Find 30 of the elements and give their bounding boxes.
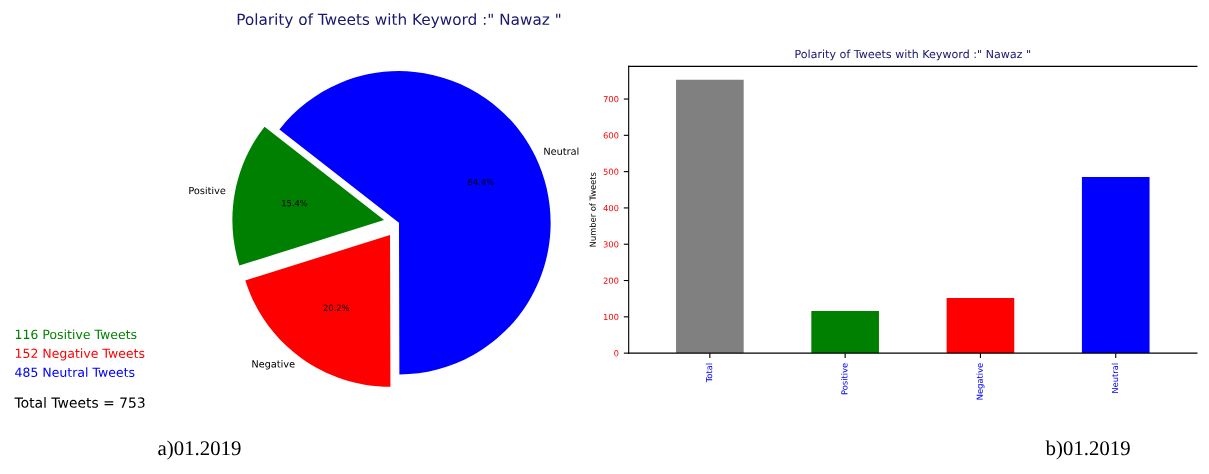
y-tick-label: 200	[603, 277, 619, 284]
y-tick-label: 300	[603, 241, 619, 248]
slice-label: Neutral	[544, 147, 579, 155]
y-tick-label: 0	[614, 350, 619, 357]
x-tick-label: Negative	[976, 363, 985, 400]
slice-label: Positive	[189, 186, 226, 195]
x-tick-label: Neutral	[1111, 363, 1119, 393]
text: 116 Positive Tweets	[15, 329, 137, 340]
bar	[946, 297, 1015, 354]
x-tick-label: Total	[705, 363, 713, 383]
y-tick-label: 100	[603, 313, 619, 321]
text: Total Tweets = 753	[14, 397, 145, 408]
bar	[676, 79, 744, 354]
chart-title: Polarity of Tweets with Keyword :" Nawaz "	[237, 13, 561, 29]
text: b)01.2019	[1045, 440, 1130, 460]
y-tick-label: 400	[603, 204, 619, 212]
data-label: 20.2%	[323, 304, 350, 311]
data-label: 15.4%	[282, 199, 308, 207]
text: a)01.2019	[158, 440, 241, 460]
data-label: 64.4%	[468, 178, 494, 186]
chart-title: Polarity of Tweets with Keyword :" Nawaz "	[795, 49, 1031, 61]
y-tick-label: 600	[603, 132, 619, 139]
y-axis-title: Number of Tweets	[589, 172, 596, 247]
x-tick-label: Positive	[841, 363, 848, 395]
bar	[811, 311, 879, 354]
bar	[1081, 177, 1150, 354]
y-tick-label: 500	[603, 168, 619, 175]
text: 152 Negative Tweets	[15, 348, 145, 361]
y-tick-label: 700	[603, 96, 619, 103]
text: 485 Neutral Tweets	[15, 367, 135, 378]
